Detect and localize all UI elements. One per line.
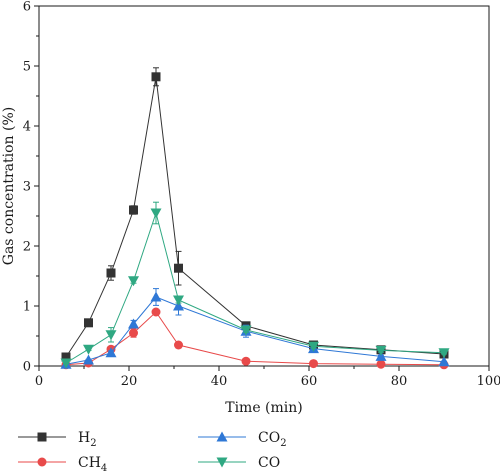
series-CH4 — [61, 307, 449, 370]
data-point-CH4 — [129, 328, 138, 338]
legend-marker — [37, 432, 47, 442]
data-point-H2 — [106, 268, 116, 278]
x-tick-label: 0 — [35, 374, 43, 389]
data-point-CO2 — [83, 354, 94, 365]
y-tick-label: 6 — [23, 0, 31, 15]
y-tick-label: 2 — [23, 240, 31, 255]
legend: H2 CH4 CO2 CO — [18, 430, 287, 472]
legend-marker — [37, 457, 47, 467]
x-tick-label: 40 — [211, 374, 228, 389]
series-H2 — [61, 67, 449, 362]
y-axis-title: Gas concentration (%) — [1, 107, 17, 265]
y-axis-ticks: 0 1 2 3 4 5 6 — [23, 0, 39, 375]
data-point-CO — [308, 341, 319, 352]
legend-label: CO2 — [258, 430, 287, 449]
data-point-CH4 — [174, 340, 183, 350]
data-point-H2 — [84, 318, 93, 328]
data-point-CH4 — [151, 307, 161, 317]
data-point-CO — [375, 345, 387, 356]
legend-label-subscript: 2 — [90, 438, 96, 449]
series-line-CO2 — [65, 296, 445, 365]
data-point-H2 — [61, 352, 71, 362]
y-tick-label: 4 — [23, 120, 31, 135]
data-point-CO2 — [128, 318, 139, 329]
x-axis-title: Time (min) — [225, 400, 303, 416]
y-tick-label: 1 — [23, 300, 31, 315]
data-point-H2 — [129, 205, 138, 215]
x-tick-label: 20 — [121, 374, 138, 389]
series-line-CO — [65, 211, 445, 364]
legend-item-CO: CO — [198, 455, 280, 471]
data-point-CO2 — [438, 356, 450, 367]
data-point-CO — [128, 276, 139, 287]
data-point-CO — [83, 344, 94, 355]
data-point-H2 — [174, 263, 183, 273]
legend-label: CO — [258, 455, 280, 471]
x-axis-ticks: 0 20 40 60 80 100 — [35, 366, 500, 389]
series-layer — [60, 67, 450, 370]
data-point-CO — [240, 325, 252, 336]
legend-label: H2 — [78, 430, 97, 449]
x-tick-label: 60 — [301, 374, 318, 389]
y-tick-label: 0 — [23, 360, 31, 375]
legend-label-subscript: 2 — [280, 438, 286, 449]
data-point-CO — [173, 295, 184, 306]
y-tick-label: 3 — [23, 180, 31, 195]
data-point-CO — [438, 348, 450, 359]
y-tick-label: 5 — [23, 60, 31, 75]
data-point-CH4 — [241, 356, 251, 366]
legend-item-CH4: CH4 — [18, 455, 107, 472]
x-tick-label: 100 — [477, 374, 500, 389]
x-tick-label: 80 — [391, 374, 408, 389]
data-point-CO — [150, 208, 162, 219]
legend-marker — [216, 431, 228, 442]
legend-marker — [216, 457, 228, 468]
data-point-CO — [60, 358, 72, 369]
legend-item-CO2: CO2 — [198, 430, 287, 449]
series-CO — [60, 201, 450, 369]
plot-area — [38, 5, 490, 367]
data-point-CH4 — [376, 359, 386, 369]
plot-frame — [38, 5, 490, 367]
data-point-CO2 — [105, 347, 117, 358]
data-point-H2 — [151, 72, 161, 82]
series-line-H2 — [65, 76, 445, 358]
data-point-CO2 — [150, 291, 162, 302]
data-point-CO — [105, 330, 117, 341]
legend-label-subscript: 4 — [101, 463, 107, 472]
data-point-CH4 — [309, 359, 318, 369]
legend-label: CH4 — [78, 455, 107, 472]
legend-item-H2: H2 — [18, 430, 97, 449]
